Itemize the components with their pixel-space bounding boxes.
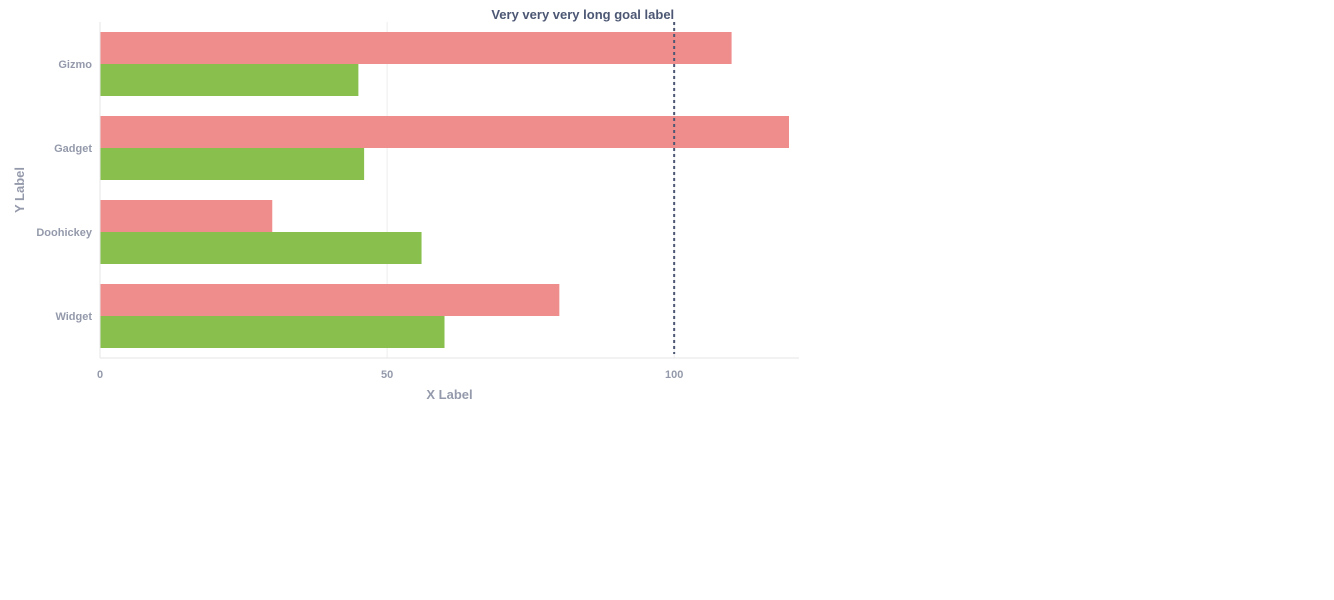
- bar-gadget-series-1: [100, 116, 789, 148]
- bar-gizmo-series-2: [100, 64, 359, 96]
- goal-line-group: Very very very long goal label: [491, 7, 676, 354]
- y-tick-label: Widget: [55, 311, 92, 323]
- bar-doohickey-series-1: [100, 200, 273, 232]
- y-tick-label: Gizmo: [58, 59, 92, 71]
- y-axis-title: Y Label: [12, 167, 27, 213]
- goal-label: Very very very long goal label: [491, 7, 674, 22]
- y-tick-label: Gadget: [54, 143, 92, 155]
- bar-gizmo-series-1: [100, 32, 732, 64]
- bar-widget-series-1: [100, 284, 560, 316]
- axes: [99, 22, 799, 359]
- x-axis-title: X Label: [426, 387, 472, 402]
- x-tick-label: 50: [381, 369, 393, 381]
- tick-labels: Gizmo Gadget Doohickey Widget 0 50 100: [36, 59, 683, 381]
- x-tick-label: 100: [665, 369, 683, 381]
- x-tick-label: 0: [97, 369, 103, 381]
- bar-gadget-series-2: [100, 148, 365, 180]
- bar-widget-series-2: [100, 316, 445, 348]
- y-tick-label: Doohickey: [36, 227, 93, 239]
- bars: [100, 32, 789, 348]
- bar-doohickey-series-2: [100, 232, 422, 264]
